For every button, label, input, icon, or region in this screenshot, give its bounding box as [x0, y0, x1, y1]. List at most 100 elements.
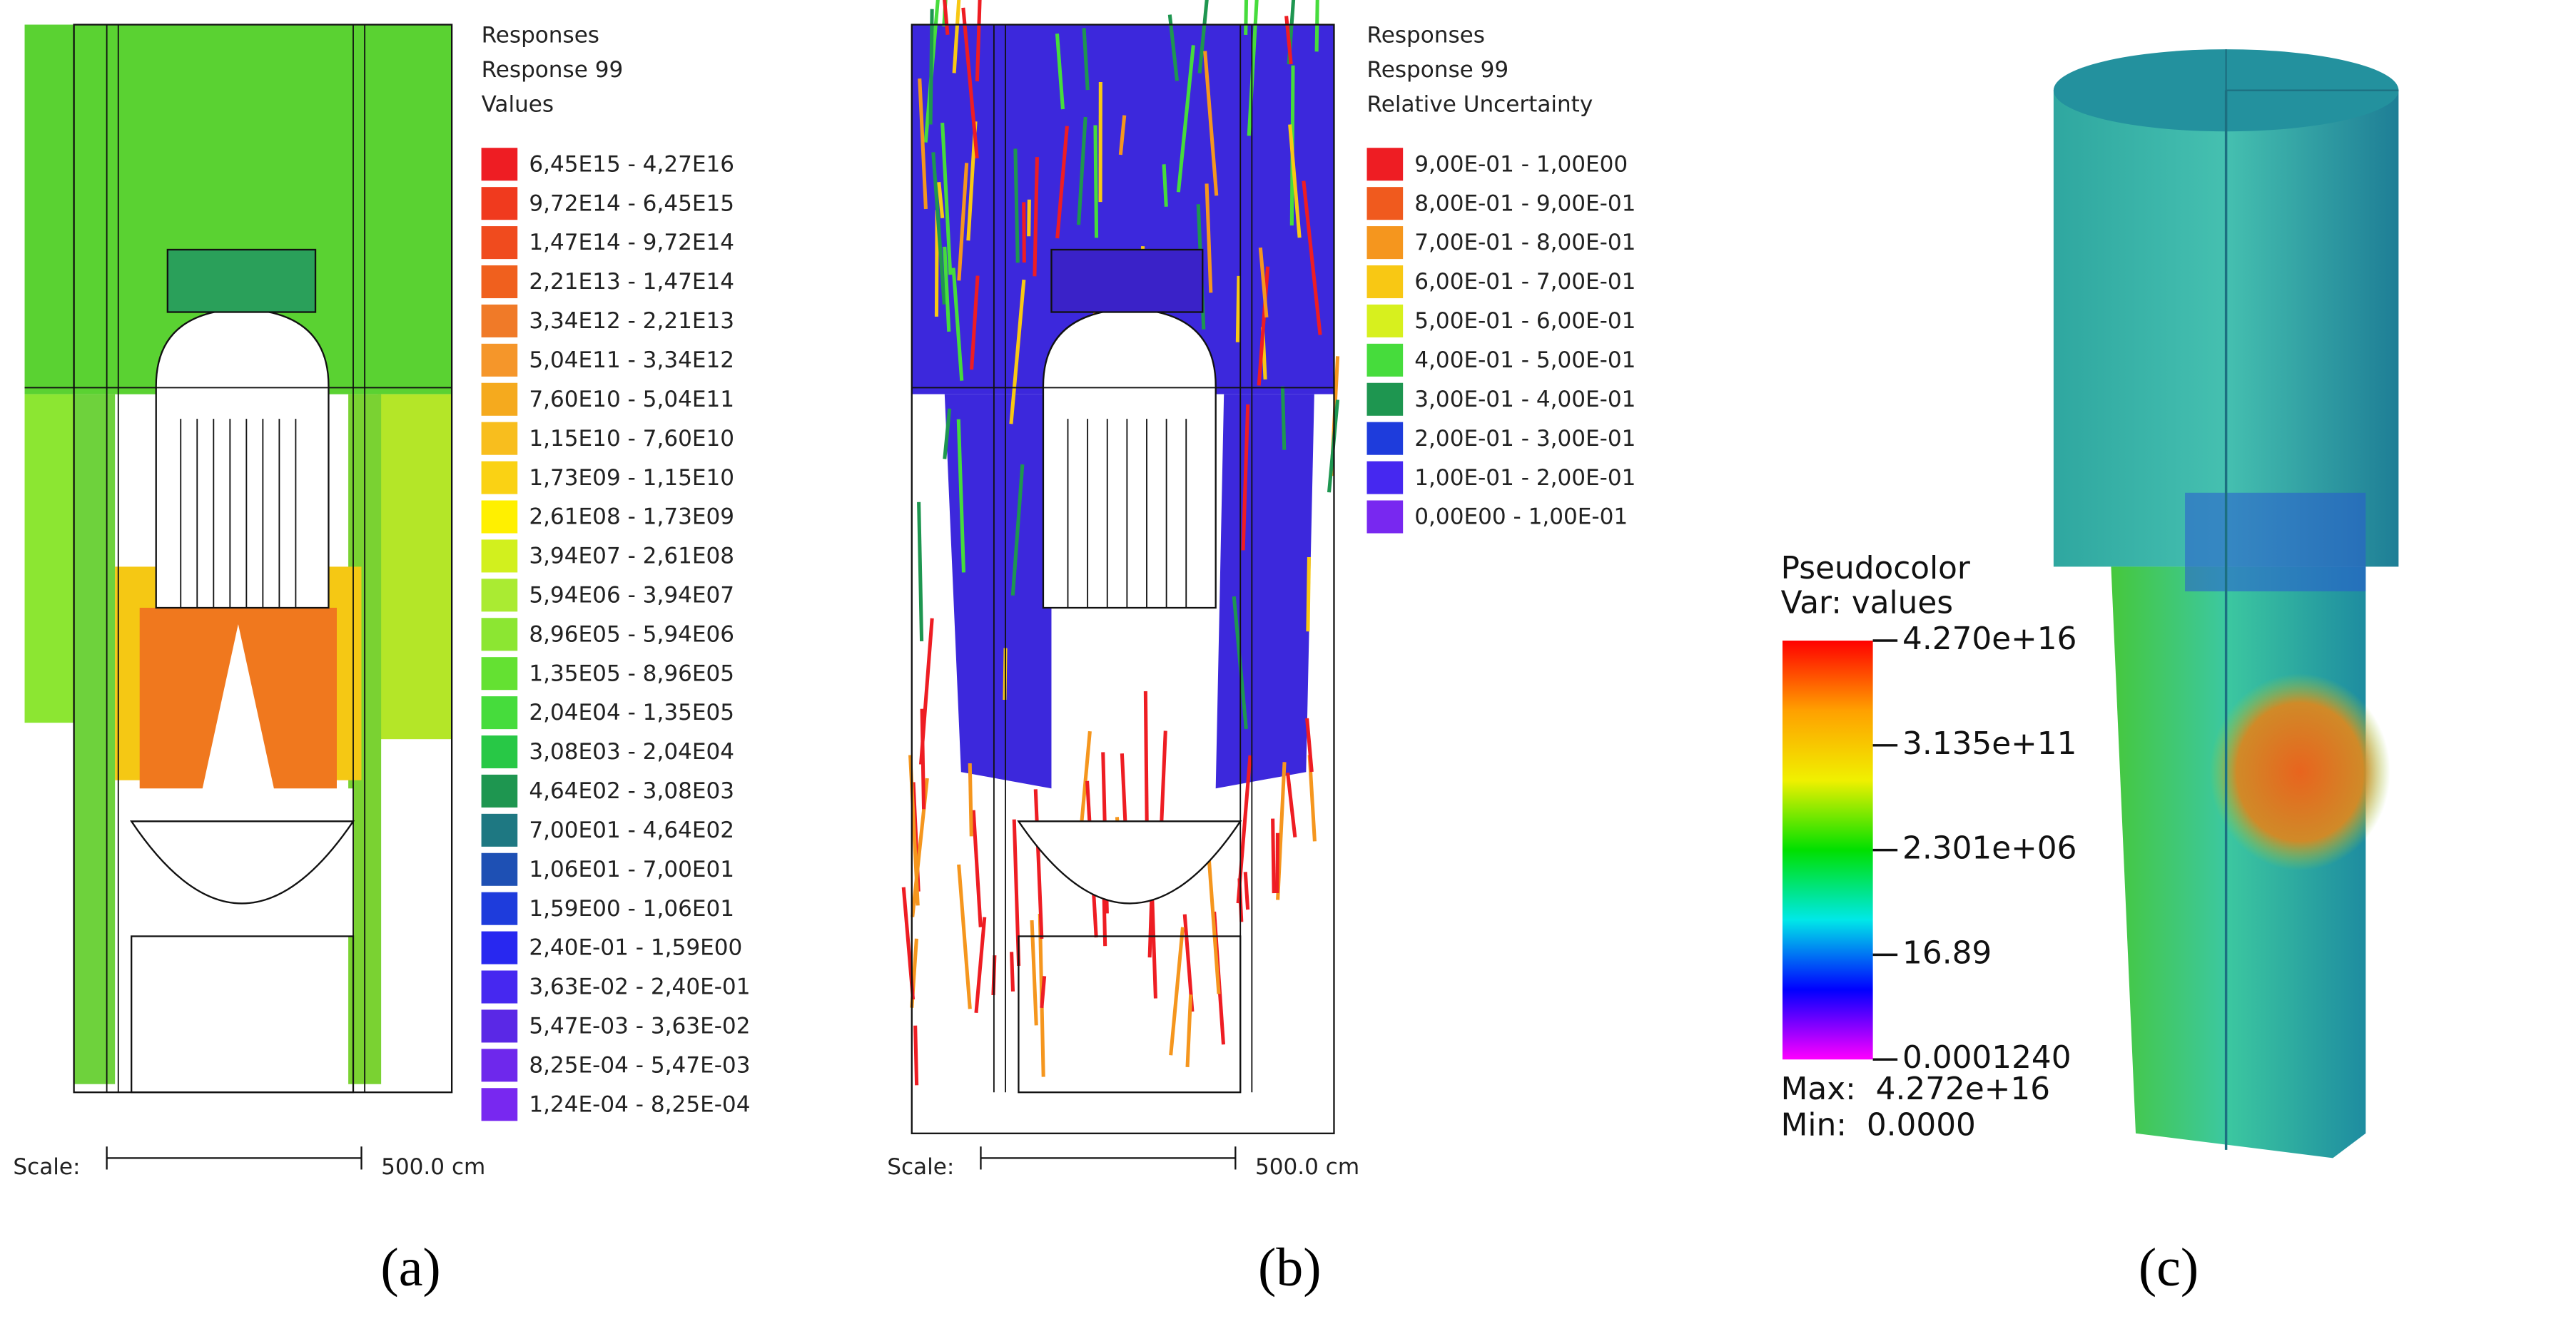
- legend-swatch: [481, 422, 518, 455]
- legend-label: 0,00E00 - 1,00E-01: [1414, 504, 1628, 530]
- legend-swatch: [481, 852, 518, 886]
- legend-label: 3,08E03 - 2,04E04: [529, 739, 734, 765]
- streak: [961, 7, 979, 159]
- legend-label: 3,34E12 - 2,21E13: [529, 308, 734, 334]
- legend-swatch: [481, 774, 518, 808]
- legend-swatch: [481, 148, 518, 181]
- legend-label: 4,64E02 - 3,08E03: [529, 778, 734, 804]
- legend-swatch: [1366, 148, 1404, 181]
- legend-label: 9,72E14 - 6,45E15: [529, 190, 734, 216]
- streak: [1009, 279, 1026, 424]
- streak: [1280, 386, 1287, 450]
- legend-label: 1,24E-04 - 8,25E-04: [529, 1091, 750, 1117]
- streak: [970, 275, 980, 370]
- legend-label: 1,35E05 - 8,96E05: [529, 661, 734, 686]
- legend-label: 6,00E-01 - 7,00E-01: [1414, 269, 1636, 295]
- legend-swatch: [481, 265, 518, 299]
- caption: (c): [2139, 1238, 2199, 1298]
- streak: [956, 419, 965, 573]
- scale-label: Scale:: [887, 1154, 954, 1180]
- streak: [1288, 124, 1302, 238]
- streak: [1077, 116, 1087, 225]
- streak: [1120, 753, 1128, 833]
- streak: [1176, 45, 1195, 193]
- legend-title: Responses: [482, 23, 599, 49]
- legend-title: Values: [482, 91, 554, 117]
- legend-label: 6,45E15 - 4,27E16: [529, 151, 734, 177]
- streak: [1055, 34, 1065, 110]
- legend-swatch: [481, 1088, 518, 1121]
- colorbar-tick-label: 0.0001240: [1902, 1039, 2071, 1076]
- colorbar-tick-label: 2.301e+06: [1902, 830, 2076, 867]
- streak: [913, 1025, 919, 1086]
- legend-swatch: [1366, 187, 1404, 220]
- streak: [1302, 180, 1322, 335]
- caption: (a): [380, 1238, 440, 1298]
- legend-swatch: [481, 539, 518, 573]
- streak: [1287, 0, 1296, 65]
- legend-label: 8,25E-04 - 5,47E-03: [529, 1053, 750, 1079]
- streak: [940, 122, 953, 275]
- map-b: [901, 0, 1340, 1134]
- colorbar-tick-label: 4.270e+16: [1902, 621, 2076, 657]
- legend-label: 2,00E-01 - 3,00E-01: [1414, 426, 1636, 452]
- streak: [951, 268, 964, 381]
- streak: [971, 810, 983, 927]
- legend-swatch: [481, 931, 518, 964]
- legend-label: 9,00E-01 - 1,00E00: [1414, 151, 1628, 177]
- legend-label: 2,21E13 - 1,47E14: [529, 269, 734, 295]
- streak: [1055, 126, 1069, 239]
- streak: [928, 9, 934, 125]
- streak: [1013, 148, 1020, 263]
- scale-length: 500.0 cm: [381, 1154, 485, 1180]
- colorbar: [1782, 641, 1873, 1060]
- legend-swatch: [481, 382, 518, 416]
- colorbar-tick-label: 16.89: [1902, 934, 1992, 971]
- streak: [918, 78, 928, 210]
- streak: [1244, 0, 1249, 36]
- legend-swatch: [1366, 304, 1404, 337]
- legend-swatch: [1366, 265, 1404, 299]
- min-label: Min: 0.0000: [1781, 1107, 1976, 1144]
- legend-title: Response 99: [1367, 57, 1509, 83]
- streak: [1082, 28, 1090, 91]
- legend-swatch: [481, 970, 518, 1004]
- scale-length: 500.0 cm: [1255, 1154, 1359, 1180]
- streak: [931, 152, 946, 305]
- legend-label: 3,94E07 - 2,61E08: [529, 544, 734, 569]
- streak: [968, 763, 973, 837]
- legend-label: 2,40E-01 - 1,59E00: [529, 935, 742, 961]
- streaks: [901, 0, 1340, 1086]
- legend-title: Relative Uncertainty: [1367, 91, 1593, 117]
- legend-label: 1,15E10 - 7,60E10: [529, 426, 734, 452]
- legend-swatch: [481, 813, 518, 847]
- legend-swatch: [481, 1009, 518, 1043]
- colorbar-tick-label: 3.135e+11: [1902, 725, 2076, 762]
- legend-label: 8,96E05 - 5,94E06: [529, 621, 734, 647]
- legend-swatch: [1366, 382, 1404, 416]
- streak: [1010, 952, 1015, 992]
- colorbar-title: Pseudocolor: [1781, 550, 1970, 586]
- streak: [1093, 125, 1099, 238]
- streak: [1243, 872, 1250, 910]
- legend-swatch: [481, 696, 518, 730]
- streak: [1305, 718, 1314, 773]
- render-3d: [2053, 49, 2399, 1158]
- legend-swatch: [1366, 500, 1404, 534]
- legend-swatch: [481, 343, 518, 377]
- streak: [1203, 51, 1219, 196]
- streak: [1030, 920, 1038, 1026]
- streak: [957, 864, 972, 1009]
- legend-title: Response 99: [482, 57, 624, 83]
- streak: [917, 501, 924, 642]
- legend-swatch: [481, 226, 518, 260]
- streak: [975, 0, 982, 82]
- streak: [1286, 772, 1297, 838]
- legend-label: 5,94E06 - 3,94E07: [529, 583, 734, 608]
- legend-swatch: [481, 304, 518, 337]
- map-a: [24, 24, 453, 1094]
- streak: [1040, 976, 1047, 1009]
- streak: [920, 708, 926, 810]
- legend-swatch: [1366, 422, 1404, 455]
